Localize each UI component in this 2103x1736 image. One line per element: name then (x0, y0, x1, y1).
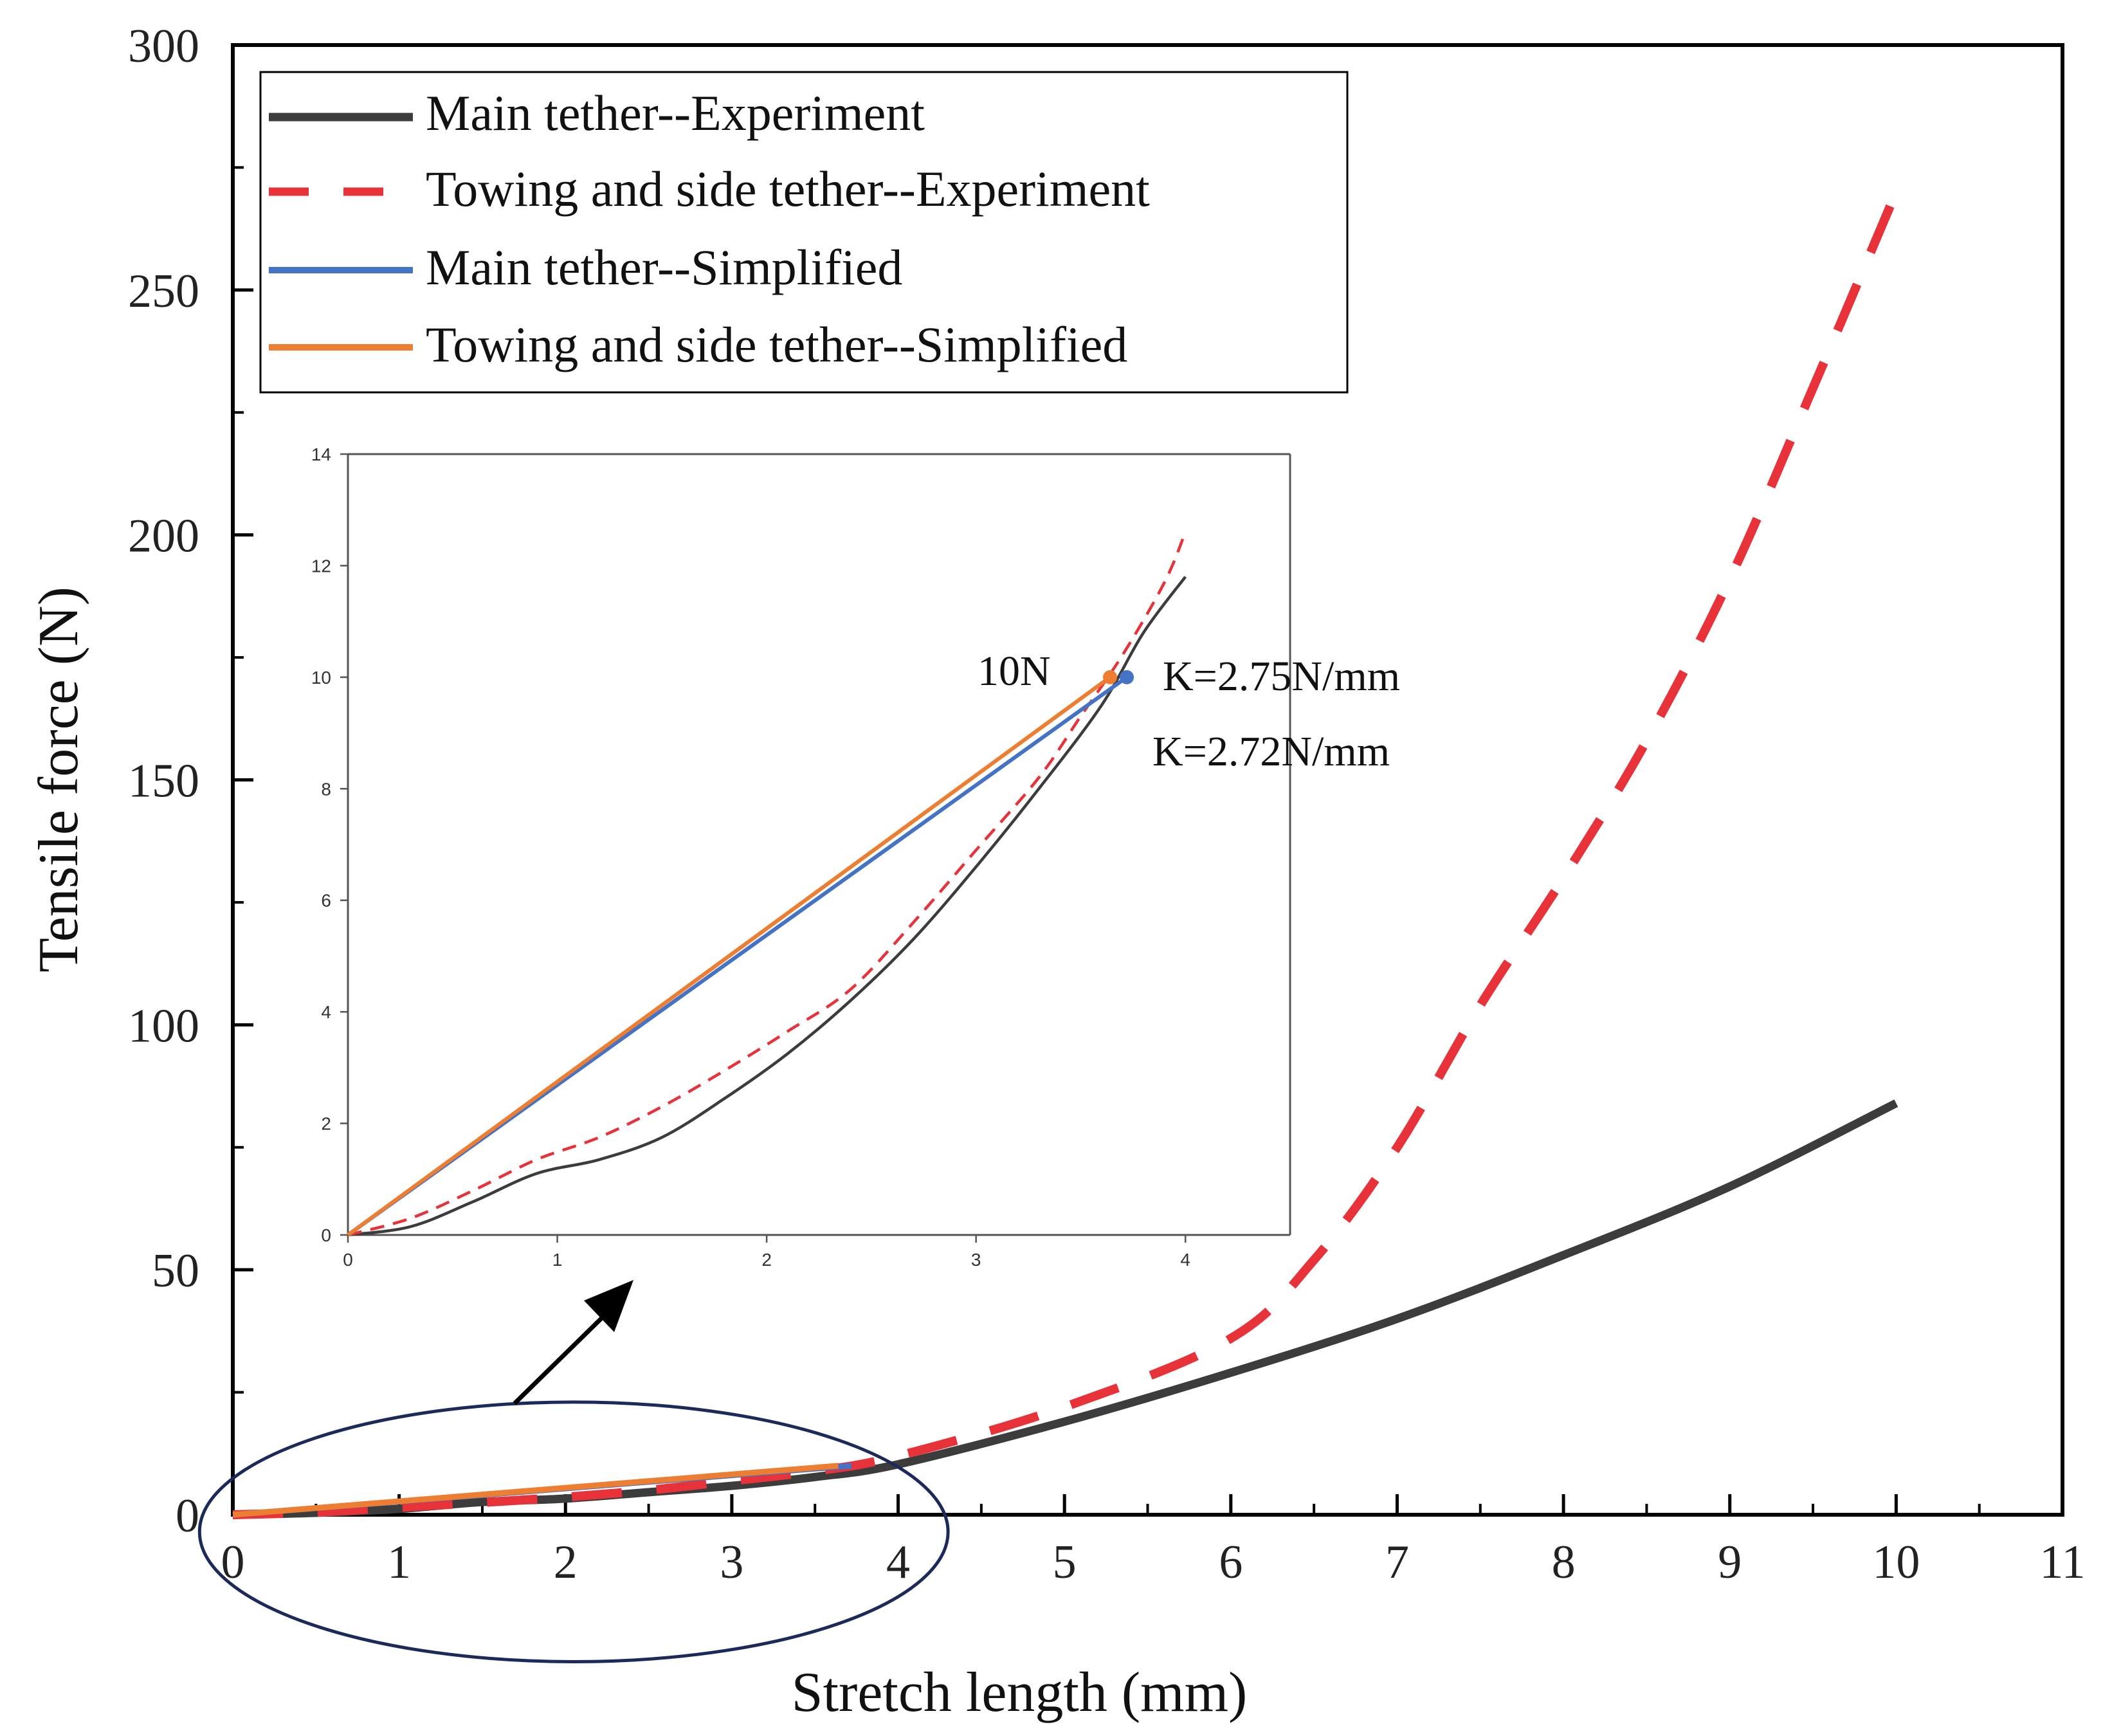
legend-label-main-experiment: Main tether--Experiment (426, 85, 925, 141)
inset-x-tick-label-0: 0 (343, 1250, 353, 1270)
annotation-k-towing: K=2.72N/mm (1152, 728, 1390, 775)
x-tick-label-5: 5 (1053, 1536, 1077, 1589)
inset-y-tick-label-14: 14 (311, 444, 331, 464)
inset-x-tick-label-2: 2 (761, 1250, 772, 1270)
inset-y-tick-label-0: 0 (321, 1225, 331, 1245)
inset-x-tick-label-4: 4 (1180, 1250, 1190, 1270)
y-tick-label-200: 200 (128, 510, 199, 563)
x-tick-label-11: 11 (2039, 1536, 2085, 1589)
legend-box (259, 71, 1349, 394)
main-series (232, 190, 1900, 1519)
inset-marker-towing-simplified (1103, 670, 1118, 684)
legend-label-main-simplified: Main tether--Simplified (426, 239, 902, 295)
inset-series (347, 531, 1187, 1237)
legend-label-towing-simplified: Towing and side tether--Simplified (426, 316, 1127, 372)
series-main-tether-experiment (232, 1099, 1898, 1519)
y-tick-label-250: 250 (128, 265, 199, 318)
inset-y-tick-label-12: 12 (311, 556, 331, 576)
y-tick-label-150: 150 (128, 755, 199, 808)
inset-series-towing-side-tether-experiment (347, 531, 1187, 1237)
inset-y-tick-label-4: 4 (321, 1002, 331, 1022)
inset-series-towing-side-tether-simplified (347, 675, 1111, 1237)
x-tick-label-1: 1 (387, 1536, 411, 1589)
inset-x-tick-label-3: 3 (971, 1250, 981, 1270)
main-ticks (231, 43, 2064, 1517)
x-tick-label-0: 0 (221, 1536, 245, 1589)
zoom-arrow (513, 1280, 633, 1405)
x-tick-label-4: 4 (886, 1536, 910, 1589)
annotation-10n: 10N (978, 648, 1051, 695)
y-tick-label-300: 300 (128, 20, 199, 73)
x-tick-label-6: 6 (1219, 1536, 1243, 1589)
x-tick-label-8: 8 (1552, 1536, 1576, 1589)
annotation-k-main: K=2.75N/mm (1163, 653, 1400, 700)
y-axis-title: Tensile force (N) (28, 587, 90, 973)
x-tick-label-7: 7 (1385, 1536, 1409, 1589)
inset-y-tick-label-2: 2 (321, 1114, 331, 1134)
inset-background (307, 453, 1291, 1267)
inset-axes (347, 453, 1291, 1236)
legend-label-towing-experiment: Towing and side tether--Experiment (426, 161, 1150, 217)
x-tick-label-2: 2 (554, 1536, 578, 1589)
inset-y-tick-label-6: 6 (321, 891, 331, 911)
y-tick-label-50: 50 (152, 1245, 199, 1297)
x-tick-label-3: 3 (720, 1536, 743, 1589)
zoom-region-ellipse (197, 1400, 950, 1664)
legend: Main tether--Experiment Towing and side … (259, 71, 1349, 394)
y-tick-label-0: 0 (176, 1490, 199, 1542)
inset-marker-main-simplified (1120, 670, 1134, 684)
series-towing-side-tether-simplified (232, 1463, 839, 1518)
x-tick-label-10: 10 (1872, 1536, 1920, 1589)
series-towing-side-tether-experiment (232, 190, 1900, 1519)
x-axis-title: Stretch length (mm) (792, 1661, 1248, 1724)
y-tick-label-100: 100 (128, 1000, 199, 1052)
inset-series-main-tether-experiment (347, 576, 1187, 1237)
inset-y-tick-label-8: 8 (321, 779, 331, 799)
x-tick-label-9: 9 (1718, 1536, 1742, 1589)
inset-y-tick-label-10: 10 (311, 668, 331, 688)
inset-ticks (340, 453, 1187, 1243)
inset-x-tick-label-1: 1 (552, 1250, 563, 1270)
